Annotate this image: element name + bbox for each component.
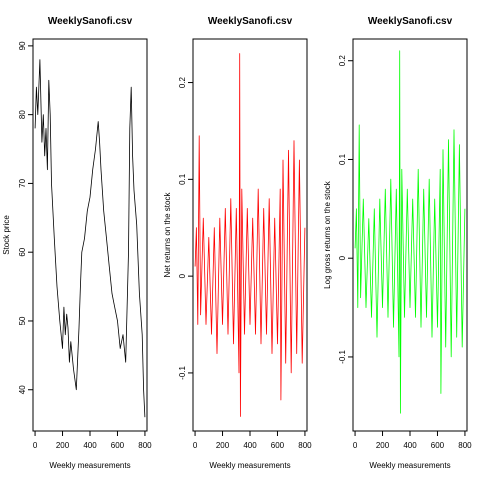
panel-3-x-tick-label: 400 [403,441,417,450]
panel-1-x-tick-label: 800 [138,441,152,450]
panel-1: WeeklySanofi.csv Weekly measurements Sto… [2,16,152,470]
panel-2-y-tick-label: 0 [178,273,187,278]
panel-3-y-tick-label: -0.1 [338,350,347,364]
panel-1-x-tick-label: 600 [111,441,125,450]
panel-2-x-tick-label: 800 [298,441,312,450]
panel-2: WeeklySanofi.csv Weekly measurements Net… [163,16,312,470]
panel-1-y-tick-label: 80 [18,110,27,119]
panel-2-y-tick-label: -0.1 [178,365,187,379]
panel-1-x-tick-label: 400 [83,441,97,450]
panel-3-y-ticks: -0.1 0 0.1 0.2 [338,55,353,364]
panel-3-x-tick-label: 200 [376,441,390,450]
panel-3-y-tick-label: 0 [338,255,347,260]
panel-2-series-line [194,53,306,417]
panel-2-x-ticks: 0 200 400 600 800 [193,431,312,450]
panel-1-y-tick-label: 60 [18,247,27,256]
panel-2-x-tick-label: 200 [216,441,230,450]
panel-1-title: WeeklySanofi.csv [48,16,133,27]
panel-2-y-axis-label: Net returns on the stock [163,192,172,278]
panel-3-x-ticks: 0 200 400 600 800 [353,431,472,450]
panel-3-y-axis-label: Log gross returns on the stock [323,180,332,289]
panel-3: WeeklySanofi.csv Weekly measurements Log… [323,16,472,470]
panel-1-y-tick-label: 90 [18,41,27,50]
panel-3-y-tick-label: 0.2 [338,55,347,67]
panel-2-y-ticks: -0.1 0 0.1 0.2 [178,76,193,380]
panel-3-x-tick-label: 600 [431,441,445,450]
panel-1-plot-frame [32,38,148,432]
panel-2-y-tick-label: 0.2 [178,76,187,88]
panel-1-x-tick-label: 200 [56,441,70,450]
panel-1-y-axis-label: Stock price [2,215,11,255]
panel-3-y-tick-label: 0.1 [338,153,347,165]
panel-2-x-tick-label: 400 [243,441,257,450]
panel-3-x-tick-label: 800 [458,441,472,450]
panel-1-x-axis-label: Weekly measurements [49,461,130,470]
panel-2-x-tick-label: 0 [193,441,198,450]
panel-3-x-tick-label: 0 [353,441,358,450]
panel-3-title: WeeklySanofi.csv [368,16,453,27]
panel-2-y-tick-label: 0.1 [178,173,187,185]
panel-1-x-ticks: 0 200 400 600 800 [33,431,152,450]
panel-2-title: WeeklySanofi.csv [208,16,293,27]
panel-3-series-line [354,50,466,414]
panel-3-x-axis-label: Weekly measurements [369,461,450,470]
panel-1-y-tick-label: 40 [18,385,27,394]
panel-1-y-tick-label: 50 [18,316,27,325]
panel-1-series-line [34,59,146,418]
panel-1-y-tick-label: 70 [18,178,27,187]
panel-2-x-tick-label: 600 [271,441,285,450]
panel-2-x-axis-label: Weekly measurements [209,461,290,470]
panel-1-x-tick-label: 0 [33,441,38,450]
panel-1-y-ticks: 40 50 60 70 80 90 [18,41,33,394]
